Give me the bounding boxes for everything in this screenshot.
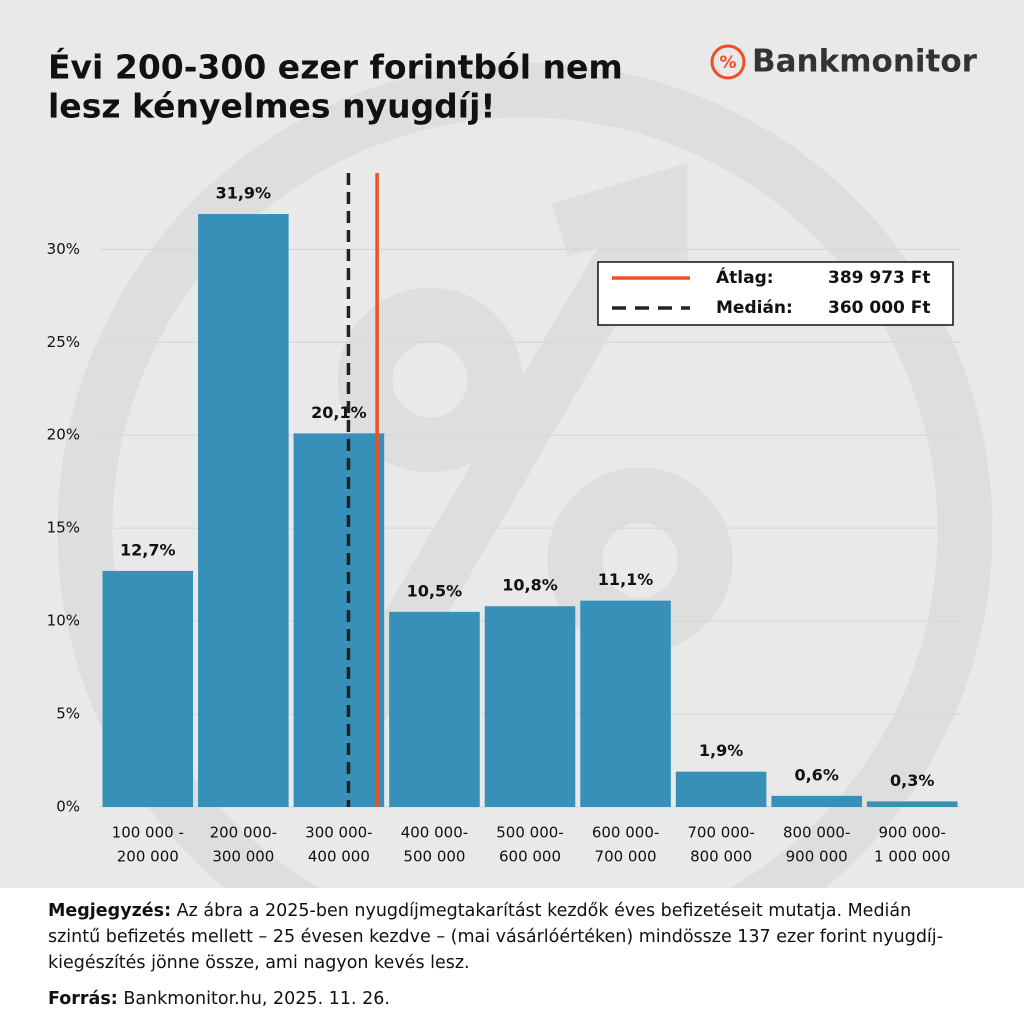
bar [484, 606, 576, 807]
logo: Bankmonitor [752, 44, 978, 80]
legend-value: 360 000 Ft [828, 298, 931, 318]
data-label: 0,3% [890, 771, 934, 790]
note-label: Megjegyzés: [48, 901, 172, 921]
chart: Évi 200-300 ezer forintból nem lesz kény… [0, 0, 1024, 888]
chart-title: Évi 200-300 ezer forintból nem [48, 47, 623, 87]
x-tick-label: 700 000- [687, 824, 754, 842]
logo-icon-text: % [719, 53, 736, 73]
x-tick-label: 900 000 [786, 848, 848, 866]
legend-label: Medián: [716, 298, 793, 318]
data-label: 31,9% [216, 184, 272, 203]
bar [389, 611, 480, 807]
bar [866, 801, 958, 807]
bar [580, 600, 671, 807]
y-tick-label: 0% [56, 798, 80, 816]
source: Forrás: Bankmonitor.hu, 2025. 11. 26. [48, 986, 948, 1012]
bar [293, 433, 385, 807]
note: Megjegyzés: Az ábra a 2025-ben nyugdíjme… [48, 898, 948, 976]
notes: Megjegyzés: Az ábra a 2025-ben nyugdíjme… [48, 898, 948, 1012]
x-tick-label: 300 000- [305, 824, 372, 842]
data-label: 20,1% [311, 403, 367, 422]
data-label: 12,7% [120, 540, 176, 559]
x-tick-label: 200 000- [210, 824, 277, 842]
data-label: 11,1% [598, 570, 654, 589]
y-tick-label: 20% [47, 426, 80, 444]
source-label: Forrás: [48, 989, 118, 1009]
x-tick-label: 900 000- [878, 824, 945, 842]
x-tick-label: 500 000 [403, 848, 465, 866]
x-tick-label: 400 000- [401, 824, 468, 842]
x-tick-label: 800 000 [690, 848, 752, 866]
data-label: 0,6% [794, 765, 838, 784]
legend-value: 389 973 Ft [828, 268, 931, 288]
data-label: 1,9% [699, 741, 743, 760]
x-tick-label: 200 000 [117, 848, 179, 866]
y-tick-label: 5% [56, 705, 80, 723]
y-tick-label: 15% [47, 519, 80, 537]
legend-label: Átlag: [716, 266, 774, 288]
x-tick-label: 700 000 [595, 848, 657, 866]
logo-icon [710, 44, 746, 80]
x-tick-label: 300 000 [212, 848, 274, 866]
x-tick-label: 100 000 - [112, 824, 184, 842]
bar [771, 795, 862, 807]
source-text: Bankmonitor.hu, 2025. 11. 26. [123, 989, 390, 1009]
chart-title: lesz kényelmes nyugdíj! [48, 87, 495, 126]
x-tick-label: 600 000 [499, 848, 561, 866]
data-label: 10,8% [502, 576, 558, 595]
x-tick-label: 600 000- [592, 824, 659, 842]
data-label: 10,5% [407, 581, 463, 600]
bar [102, 570, 194, 807]
x-tick-label: 1 000 000 [874, 848, 950, 866]
bar [675, 771, 767, 807]
note-text: Az ábra a 2025-ben nyugdíjmegtakarítást … [48, 901, 943, 973]
bar [198, 214, 289, 808]
y-tick-label: 30% [47, 240, 80, 258]
x-tick-label: 500 000- [496, 824, 563, 842]
x-tick-label: 400 000 [308, 848, 370, 866]
y-tick-label: 10% [47, 612, 80, 630]
legend-box [597, 261, 954, 326]
x-tick-label: 800 000- [783, 824, 850, 842]
y-tick-label: 25% [47, 333, 80, 351]
